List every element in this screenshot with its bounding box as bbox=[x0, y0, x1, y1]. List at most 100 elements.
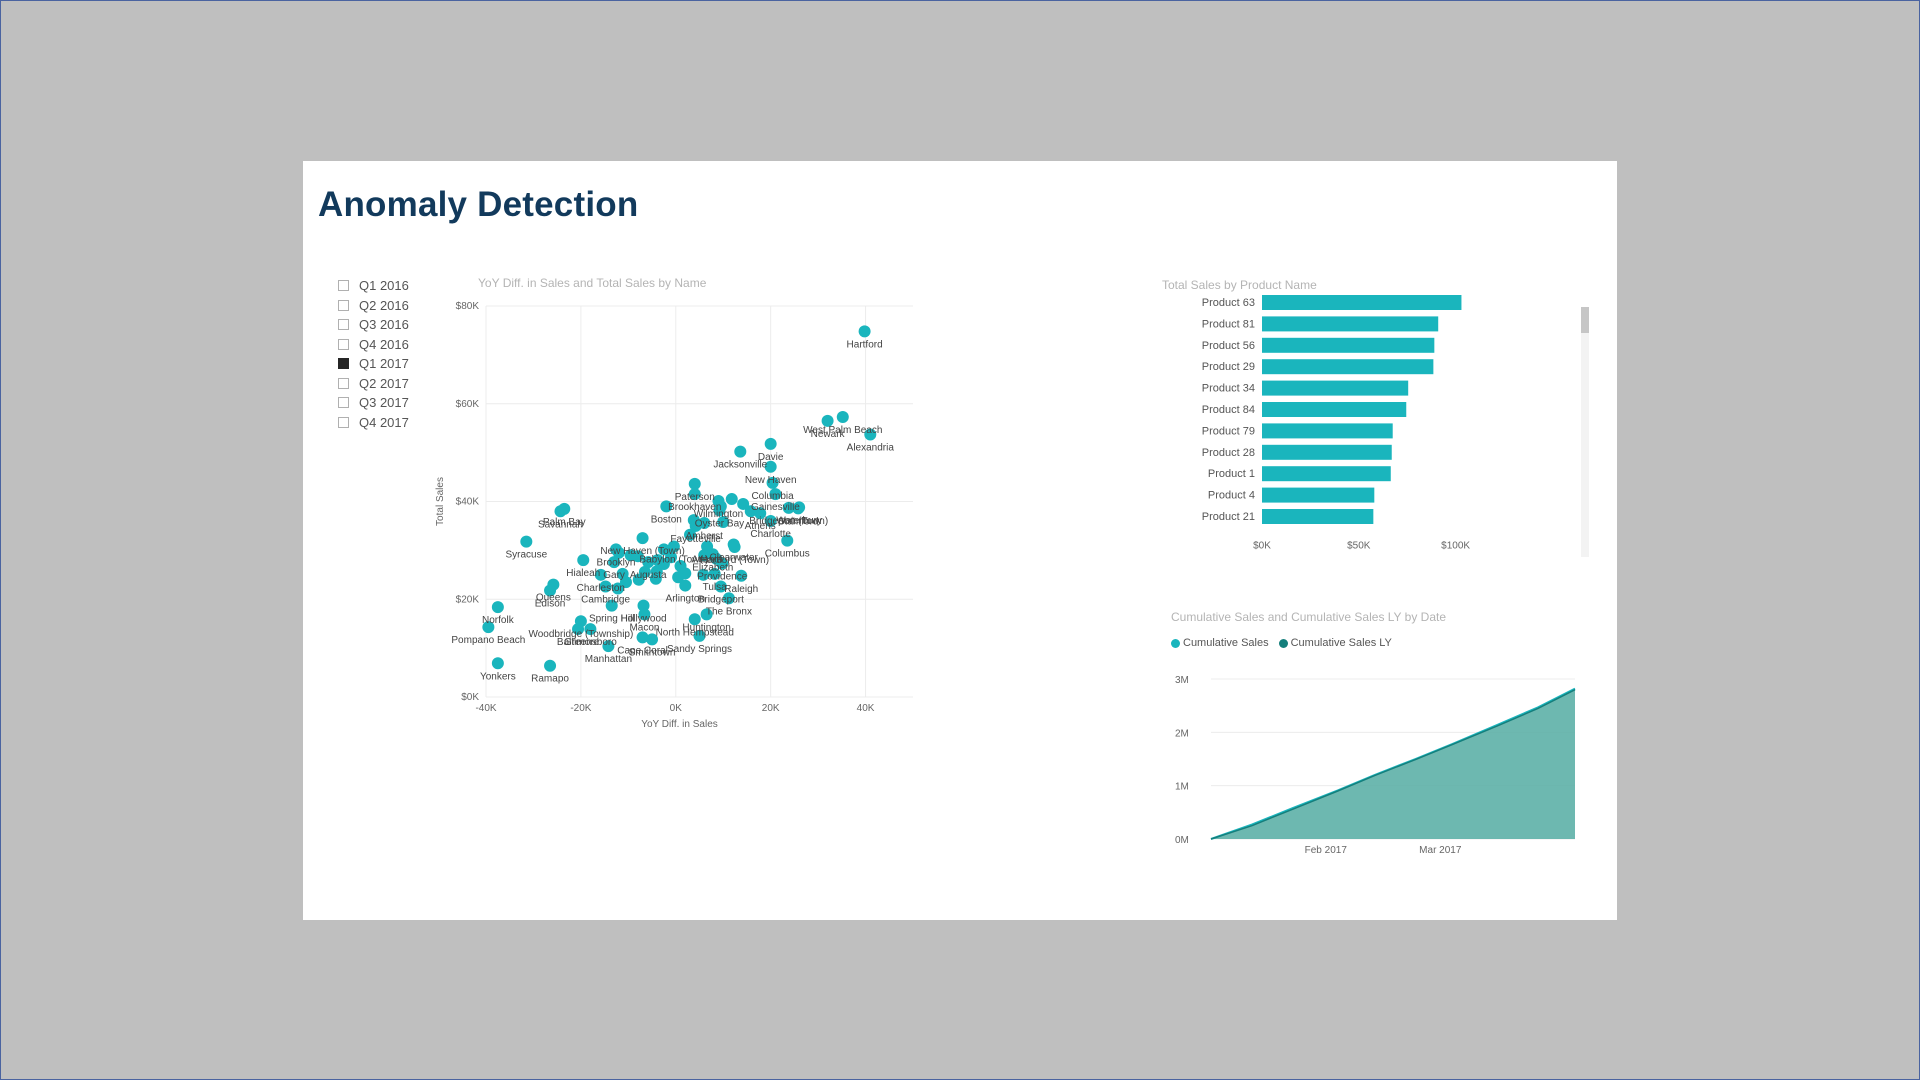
bar[interactable] bbox=[1262, 380, 1409, 396]
scatter-point[interactable] bbox=[714, 580, 727, 593]
scatter-point[interactable] bbox=[858, 325, 871, 338]
bar[interactable] bbox=[1262, 337, 1435, 353]
scatter-point[interactable] bbox=[650, 565, 663, 578]
scatter-point[interactable] bbox=[697, 568, 710, 581]
bar-chart-scroll-thumb[interactable] bbox=[1581, 307, 1589, 333]
bar[interactable] bbox=[1262, 466, 1391, 482]
scatter-point[interactable] bbox=[599, 580, 612, 593]
scatter-point[interactable] bbox=[631, 550, 644, 563]
scatter-point[interactable] bbox=[642, 556, 655, 569]
scatter-point[interactable] bbox=[672, 571, 685, 584]
scatter-point[interactable] bbox=[688, 477, 701, 490]
slicer-item-q3-2016[interactable]: Q3 2016 bbox=[338, 315, 409, 335]
bar-chart-scrollbar[interactable] bbox=[1581, 307, 1589, 557]
slicer-item-q1-2017[interactable]: Q1 2017 bbox=[338, 354, 409, 374]
scatter-point[interactable] bbox=[710, 552, 723, 565]
bar[interactable] bbox=[1262, 295, 1462, 310]
scatter-point[interactable] bbox=[836, 410, 849, 423]
bar[interactable] bbox=[1262, 359, 1434, 375]
scatter-point[interactable] bbox=[594, 568, 607, 581]
slicer-item-q3-2017[interactable]: Q3 2017 bbox=[338, 393, 409, 413]
scatter-point[interactable] bbox=[766, 476, 779, 489]
line-cumulative-sales-ly[interactable] bbox=[1210, 688, 1576, 840]
scatter-point[interactable] bbox=[602, 640, 615, 653]
area-chart[interactable]: 0M 1M 2M 3M Feb 2017 Mar 2017 bbox=[1163, 656, 1583, 856]
scatter-point[interactable] bbox=[679, 579, 692, 592]
scatter-point[interactable] bbox=[638, 608, 651, 621]
scatter-point[interactable] bbox=[792, 502, 805, 515]
slicer-item-q4-2017[interactable]: Q4 2017 bbox=[338, 413, 409, 433]
scatter-point[interactable] bbox=[722, 592, 735, 605]
slicer-checkbox[interactable] bbox=[338, 358, 349, 370]
slicer-item-q4-2016[interactable]: Q4 2016 bbox=[338, 335, 409, 355]
scatter-point[interactable] bbox=[611, 582, 624, 595]
scatter-point[interactable] bbox=[781, 534, 794, 547]
scatter-point[interactable] bbox=[637, 599, 650, 612]
scatter-point[interactable] bbox=[657, 543, 670, 556]
scatter-point[interactable] bbox=[725, 493, 738, 506]
bar-chart[interactable]: Product 63 Product 81 Product 56 Product 29… bbox=[1165, 291, 1483, 561]
scatter-point[interactable] bbox=[636, 532, 649, 545]
slicer-item-q2-2017[interactable]: Q2 2017 bbox=[338, 374, 409, 394]
scatter-point[interactable] bbox=[744, 505, 757, 518]
slicer-checkbox[interactable] bbox=[338, 280, 349, 292]
scatter-point[interactable] bbox=[688, 488, 701, 501]
scatter-point[interactable] bbox=[708, 567, 721, 580]
slicer-item-q2-2016[interactable]: Q2 2016 bbox=[338, 296, 409, 316]
scatter-point[interactable] bbox=[864, 428, 877, 441]
scatter-point[interactable] bbox=[665, 551, 678, 564]
scatter-point[interactable] bbox=[684, 528, 697, 541]
slicer-checkbox[interactable] bbox=[338, 319, 349, 331]
scatter-point[interactable] bbox=[608, 556, 621, 569]
scatter-point[interactable] bbox=[687, 514, 700, 527]
scatter-point[interactable] bbox=[544, 659, 557, 672]
slicer-checkbox[interactable] bbox=[338, 338, 349, 350]
scatter-point[interactable] bbox=[714, 500, 727, 513]
bar[interactable] bbox=[1262, 423, 1393, 439]
scatter-point[interactable] bbox=[734, 445, 747, 458]
scatter-point[interactable] bbox=[636, 631, 649, 644]
scatter-point[interactable] bbox=[612, 546, 625, 559]
slicer-item-q1-2016[interactable]: Q1 2016 bbox=[338, 276, 409, 296]
bar[interactable] bbox=[1262, 402, 1407, 417]
slicer-checkbox[interactable] bbox=[338, 299, 349, 311]
scatter-point[interactable] bbox=[491, 657, 504, 670]
scatter-chart[interactable]: $0K $20K $40K $60K $80K -40K -20K 0K 20K 40K YoY D… bbox=[433, 284, 923, 754]
scatter-point[interactable] bbox=[520, 535, 533, 548]
scatter-point[interactable] bbox=[717, 516, 730, 529]
scatter-point[interactable] bbox=[605, 599, 618, 612]
scatter-point[interactable] bbox=[700, 608, 713, 621]
slicer-checkbox[interactable] bbox=[338, 377, 349, 389]
scatter-point[interactable] bbox=[632, 573, 645, 586]
scatter-point[interactable] bbox=[737, 497, 750, 510]
scatter-point[interactable] bbox=[693, 629, 706, 642]
bar[interactable] bbox=[1262, 509, 1374, 524]
slicer-checkbox[interactable] bbox=[338, 397, 349, 409]
scatter-point[interactable] bbox=[782, 501, 795, 514]
scatter-point[interactable] bbox=[544, 584, 557, 597]
scatter-point[interactable] bbox=[577, 554, 590, 567]
scatter-point[interactable] bbox=[688, 613, 701, 626]
slicer-checkbox[interactable] bbox=[338, 416, 349, 428]
legend-item-cumulative-sales[interactable]: Cumulative Sales bbox=[1171, 637, 1269, 649]
scatter-point[interactable] bbox=[754, 507, 767, 520]
scatter-point[interactable] bbox=[554, 505, 567, 518]
scatter-point[interactable] bbox=[667, 540, 680, 553]
scatter-point[interactable] bbox=[482, 621, 495, 634]
scatter-point[interactable] bbox=[698, 549, 711, 562]
scatter-point[interactable] bbox=[764, 460, 777, 473]
legend-item-cumulative-sales-ly[interactable]: Cumulative Sales LY bbox=[1278, 637, 1392, 649]
bar[interactable] bbox=[1262, 444, 1392, 460]
scatter-point[interactable] bbox=[584, 623, 597, 636]
scatter-point[interactable] bbox=[821, 414, 834, 427]
bar[interactable] bbox=[1262, 316, 1439, 332]
scatter-point[interactable] bbox=[735, 569, 748, 582]
scatter-point[interactable] bbox=[764, 515, 777, 528]
scatter-point[interactable] bbox=[491, 601, 504, 614]
scatter-point[interactable] bbox=[619, 576, 632, 589]
scatter-point[interactable] bbox=[728, 540, 741, 553]
scatter-point[interactable] bbox=[646, 633, 659, 646]
bar[interactable] bbox=[1262, 487, 1375, 503]
scatter-point[interactable] bbox=[764, 437, 777, 450]
scatter-point[interactable] bbox=[660, 500, 673, 513]
